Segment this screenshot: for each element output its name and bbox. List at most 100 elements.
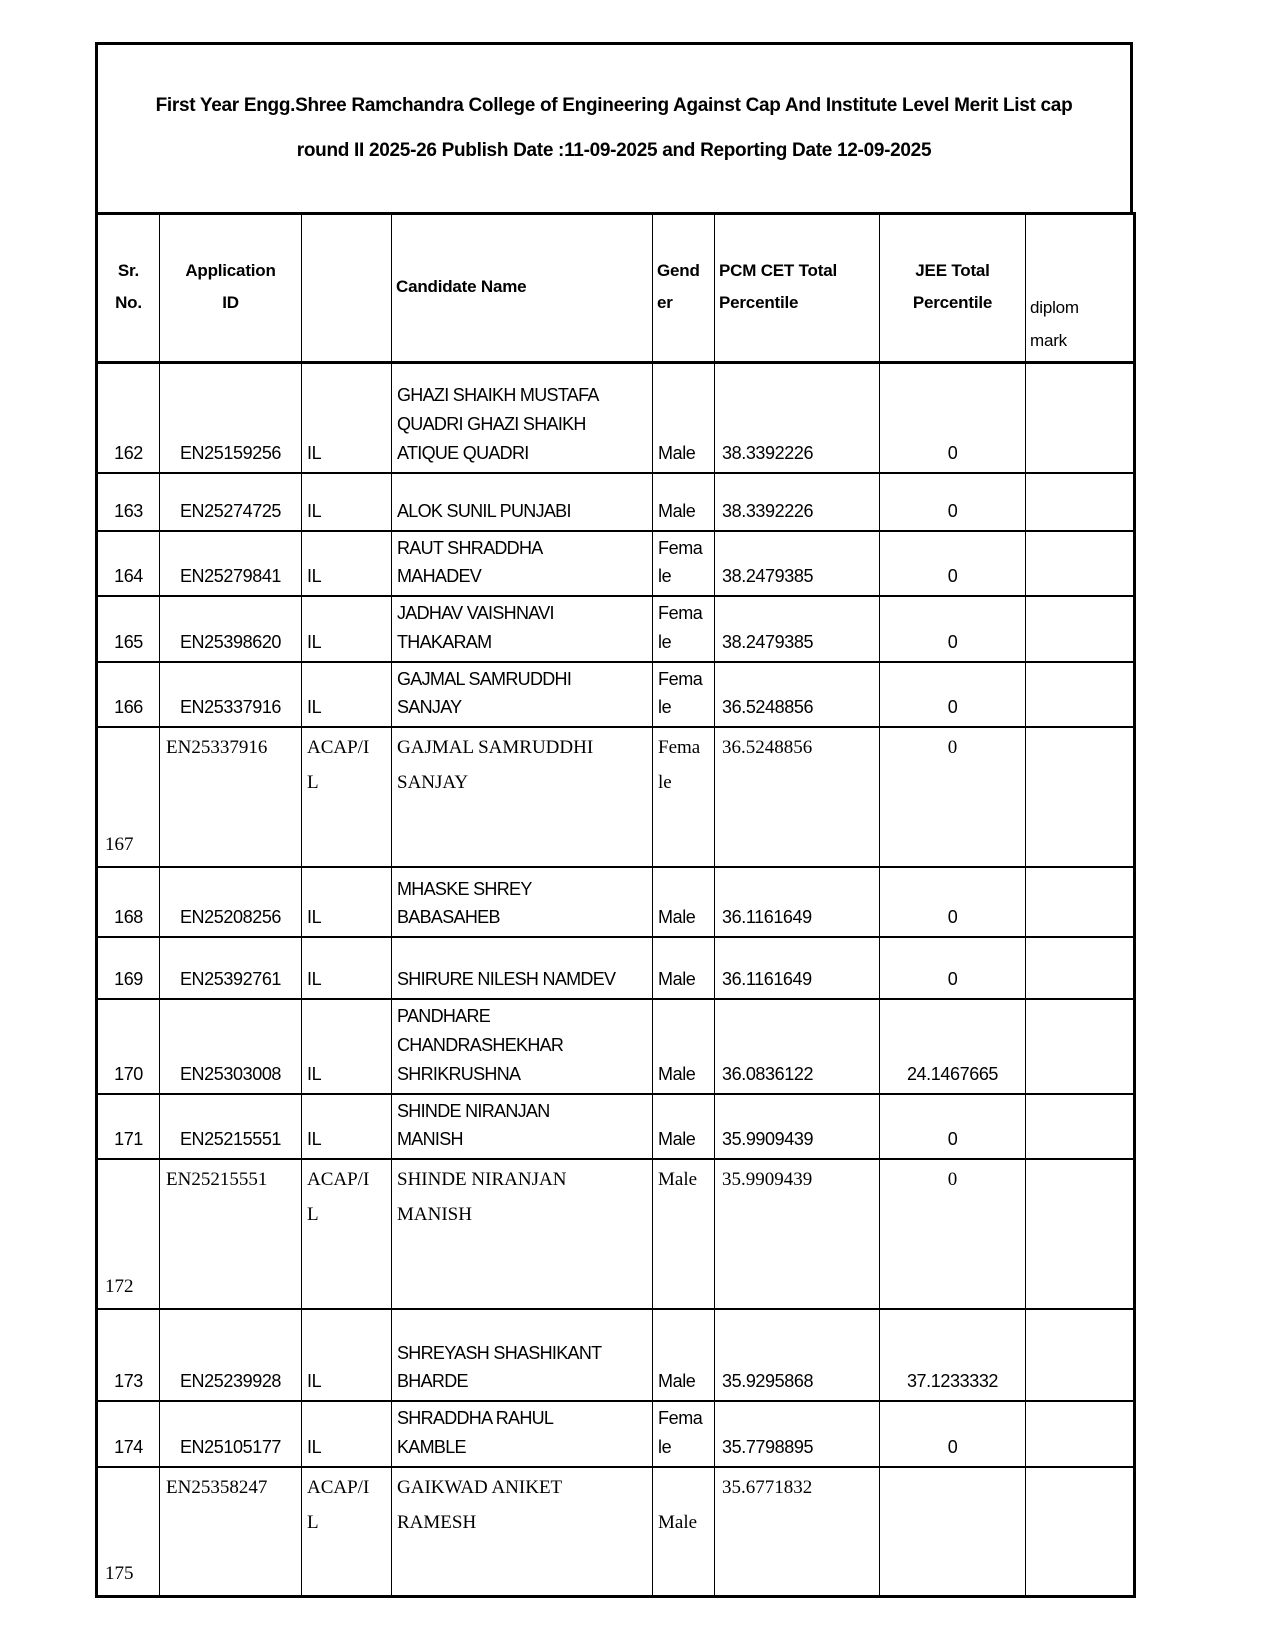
type-cell: IL [301,471,392,532]
name-cell: SHRADDHA RAHUL KAMBLE [391,1400,653,1468]
pcm-cell: 35.9909439 [714,1158,880,1311]
sr-cell: 168 [96,866,160,939]
diploma-cell [1025,936,1135,1001]
gender-cell: Male [652,936,715,1001]
header-seat-type [301,212,392,364]
jee-cell: 0 [879,471,1026,532]
app-id-cell: EN25215551 [159,1092,302,1161]
app-id-cell: EN25105177 [159,1400,302,1468]
title-box: First Year Engg.Shree Ramchandra College… [95,42,1133,215]
jee-cell: 0 [879,1092,1026,1161]
sr-cell: 169 [96,936,160,1001]
sr-cell: 166 [96,660,160,729]
app-id-cell: EN25337916 [159,660,302,729]
gender-cell: Male [652,866,715,939]
app-id-cell: EN25239928 [159,1308,302,1403]
gender-cell: Male [652,1308,715,1403]
sr-cell: 171 [96,1092,160,1161]
type-cell: IL [301,998,392,1095]
table-row: 166 EN25337916 IL GAJMAL SAMRUDDHI SANJA… [96,660,1135,729]
diploma-cell [1025,595,1135,663]
name-cell: SHIRURE NILESH NAMDEV [391,936,653,1001]
type-cell: ACAP/I L [301,726,392,869]
merit-list-table: Sr. No. Application ID Candidate Name Ge… [95,212,1136,1599]
name-cell: SHREYASH SHASHIKANT BHARDE [391,1308,653,1403]
pcm-cell: 36.1161649 [714,866,880,939]
jee-cell: 37.1233332 [879,1308,1026,1403]
gender-cell: Fema le [652,595,715,663]
app-id-cell: EN25392761 [159,936,302,1001]
gender-cell: Male [652,998,715,1095]
table-row-acap: 172 EN25215551 ACAP/I L SHINDE NIRANJAN … [96,1158,1135,1311]
pcm-cell: 35.6771832 [714,1465,880,1598]
table-row: 170 EN25303008 IL PANDHARE CHANDRASHEKHA… [96,998,1135,1095]
name-cell: GHAZI SHAIKH MUSTAFA QUADRI GHAZI SHAIKH… [391,361,653,474]
diploma-cell [1025,660,1135,729]
pcm-cell: 38.3392226 [714,361,880,474]
type-cell: IL [301,595,392,663]
diploma-cell [1025,1400,1135,1468]
sr-cell: 175 [96,1465,160,1598]
name-cell: SHINDE NIRANJAN MANISH [391,1092,653,1161]
sr-cell: 167 [96,726,160,869]
gender-cell: Fema le [652,1400,715,1468]
name-cell: GAJMAL SAMRUDDHI SANJAY [391,726,653,869]
sr-cell: 174 [96,1400,160,1468]
diploma-cell [1025,1158,1135,1311]
header-row: Sr. No. Application ID Candidate Name Ge… [96,212,1135,364]
jee-cell: 0 [879,866,1026,939]
diploma-cell [1025,361,1135,474]
pcm-cell: 35.7798895 [714,1400,880,1468]
app-id-cell: EN25215551 [159,1158,302,1311]
jee-cell: 0 [879,936,1026,1001]
name-cell: GAJMAL SAMRUDDHI SANJAY [391,660,653,729]
header-application-id: Application ID [159,212,302,364]
table-row: 163 EN25274725 IL ALOK SUNIL PUNJABI Mal… [96,471,1135,532]
pcm-cell: 35.9909439 [714,1092,880,1161]
gender-cell: Male [652,361,715,474]
gender-cell: Male [652,1092,715,1161]
pcm-cell: 38.2479385 [714,529,880,598]
diploma-cell [1025,998,1135,1095]
name-cell: JADHAV VAISHNAVI THAKARAM [391,595,653,663]
pcm-cell: 38.2479385 [714,595,880,663]
name-cell: SHINDE NIRANJAN MANISH [391,1158,653,1311]
type-cell: IL [301,936,392,1001]
app-id-cell: EN25208256 [159,866,302,939]
table-row-acap: 175 EN25358247 ACAP/I L GAIKWAD ANIKET R… [96,1465,1135,1598]
jee-cell: 0 [879,595,1026,663]
header-pcm-percentile: PCM CET Total Percentile [714,212,880,364]
sr-cell: 162 [96,361,160,474]
gender-cell: Male [652,471,715,532]
table-row: 165 EN25398620 IL JADHAV VAISHNAVI THAKA… [96,595,1135,663]
type-cell: IL [301,660,392,729]
pcm-cell: 35.9295868 [714,1308,880,1403]
gender-cell: Male [652,1158,715,1311]
page-title: First Year Engg.Shree Ramchandra College… [155,94,1073,161]
type-cell: ACAP/I L [301,1158,392,1311]
gender-cell: Fema le [652,726,715,869]
jee-cell: 0 [879,1400,1026,1468]
table-row: 162 EN25159256 IL GHAZI SHAIKH MUSTAFA Q… [96,361,1135,474]
header-diploma-mark: diplom mark [1025,212,1135,364]
type-cell: IL [301,1400,392,1468]
type-cell: IL [301,1092,392,1161]
table-row-acap: 167 EN25337916 ACAP/I L GAJMAL SAMRUDDHI… [96,726,1135,869]
table-row: 169 EN25392761 IL SHIRURE NILESH NAMDEV … [96,936,1135,1001]
gender-cell: Fema le [652,660,715,729]
pcm-cell: 38.3392226 [714,471,880,532]
type-cell: ACAP/I L [301,1465,392,1598]
table-row: 171 EN25215551 IL SHINDE NIRANJAN MANISH… [96,1092,1135,1161]
header-candidate-name: Candidate Name [391,212,653,364]
table-row: 164 EN25279841 IL RAUT SHRADDHA MAHADEV … [96,529,1135,598]
diploma-cell [1025,1308,1135,1403]
type-cell: IL [301,1308,392,1403]
sr-cell: 172 [96,1158,160,1311]
header-sr-no: Sr. No. [96,212,160,364]
sr-cell: 163 [96,471,160,532]
jee-cell: 0 [879,1158,1026,1311]
jee-cell: 24.1467665 [879,998,1026,1095]
app-id-cell: EN25358247 [159,1465,302,1598]
table-row: 174 EN25105177 IL SHRADDHA RAHUL KAMBLE … [96,1400,1135,1468]
